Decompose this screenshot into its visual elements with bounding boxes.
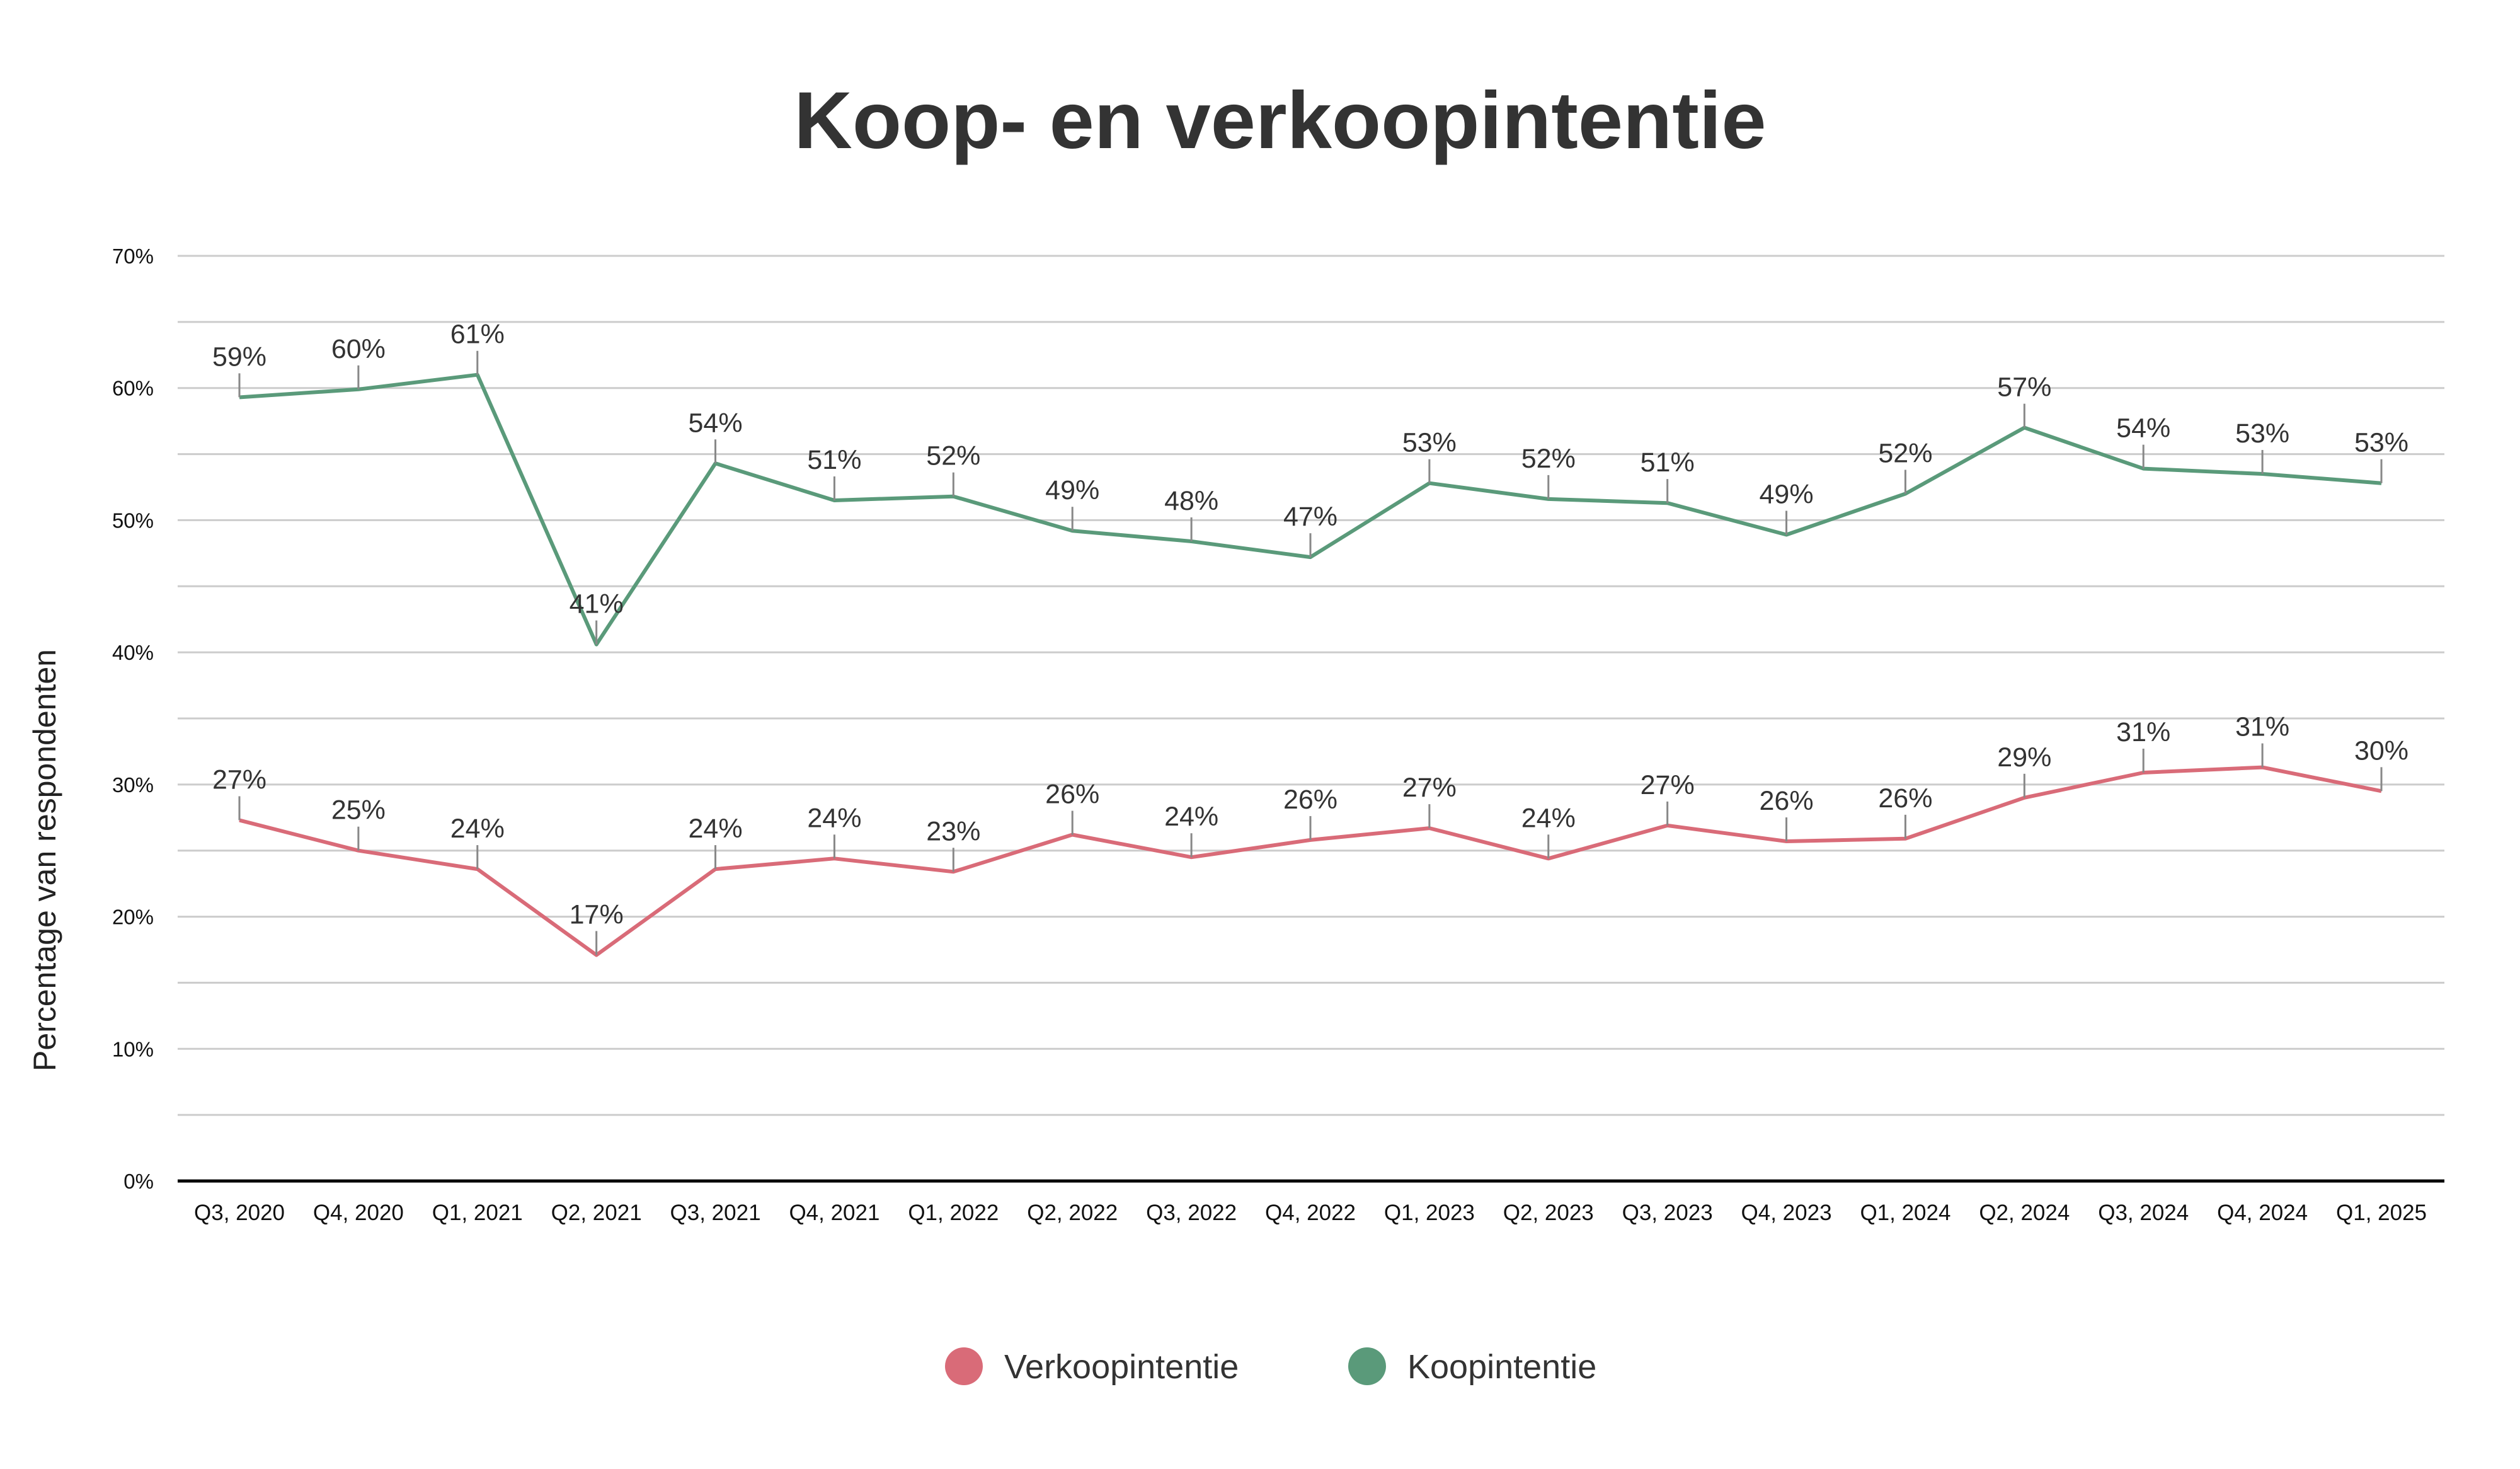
legend-swatch bbox=[945, 1347, 983, 1385]
data-label: 17% bbox=[570, 899, 624, 930]
x-tick-label: Q1, 2025 bbox=[2336, 1201, 2427, 1225]
series-layer: 27% 25% 24% 17% 24% 24% 23% 26% 24% 26% 27% 24% 27% 2… bbox=[212, 320, 2408, 957]
x-tick-label: Q1, 2022 bbox=[908, 1201, 999, 1225]
data-label: 49% bbox=[1045, 475, 1099, 505]
x-tick-label: Q3, 2023 bbox=[1622, 1201, 1713, 1225]
x-tick-label: Q4, 2024 bbox=[2217, 1201, 2308, 1225]
legend-swatch bbox=[1348, 1347, 1386, 1385]
x-tick-label: Q2, 2022 bbox=[1027, 1201, 1118, 1225]
data-label: 51% bbox=[1641, 447, 1695, 478]
y-tick-label: 20% bbox=[112, 906, 154, 929]
x-tick-label: Q2, 2024 bbox=[1979, 1201, 2070, 1225]
data-label: 26% bbox=[1283, 785, 1337, 815]
data-label: 24% bbox=[1521, 803, 1576, 833]
data-label: 48% bbox=[1164, 486, 1218, 516]
data-label: 24% bbox=[807, 803, 861, 833]
data-label: 31% bbox=[2116, 717, 2170, 747]
x-tick-label: Q3, 2021 bbox=[670, 1201, 761, 1225]
data-label: 31% bbox=[2235, 712, 2289, 742]
data-label: 27% bbox=[212, 764, 266, 795]
data-label: 52% bbox=[926, 441, 980, 471]
x-axis: Q3, 2020 Q4, 2020 Q1, 2021 Q2, 2021 Q3, 2021… bbox=[178, 1179, 2444, 1225]
x-tick-label: Q3, 2024 bbox=[2098, 1201, 2189, 1225]
y-tick-label: 50% bbox=[112, 509, 154, 532]
y-tick-label: 40% bbox=[112, 641, 154, 664]
data-label: 25% bbox=[331, 795, 386, 826]
series-verkoopintentie: 27% 25% 24% 17% 24% 24% 23% 26% 24% 26% 27% 24% 27% 2… bbox=[212, 712, 2408, 957]
data-label: 26% bbox=[1045, 780, 1099, 810]
series-koopintentie: 59% 60% 61% 41% 54% 51% 52% 49% 48% 47% 53% 52% 51% 4… bbox=[212, 320, 2408, 647]
data-label: 23% bbox=[926, 816, 980, 846]
x-tick-label: Q1, 2024 bbox=[1860, 1201, 1950, 1225]
legend-item: Koopintentie bbox=[1348, 1347, 1596, 1386]
x-tick-label: Q4, 2022 bbox=[1265, 1201, 1356, 1225]
data-label: 30% bbox=[2354, 735, 2408, 766]
legend: Verkoopintentie Koopintentie bbox=[945, 1347, 1596, 1386]
data-label: 54% bbox=[689, 408, 743, 438]
y-tick-label: 10% bbox=[112, 1037, 154, 1061]
data-label: 53% bbox=[2235, 418, 2289, 449]
data-label: 59% bbox=[212, 342, 266, 372]
data-label: 51% bbox=[807, 445, 861, 475]
y-tick-label: 60% bbox=[112, 377, 154, 400]
data-label: 24% bbox=[1164, 802, 1218, 832]
data-label: 60% bbox=[331, 334, 386, 364]
legend-label: Koopintentie bbox=[1407, 1348, 1596, 1386]
data-label: 26% bbox=[1760, 786, 1814, 816]
gridlines bbox=[178, 255, 2444, 1116]
y-tick-label: 30% bbox=[112, 773, 154, 797]
x-tick-label: Q2, 2023 bbox=[1503, 1201, 1594, 1225]
y-tick-label: 0% bbox=[123, 1170, 154, 1193]
y-tick-label: 70% bbox=[112, 245, 154, 268]
y-axis: 0% 10% 20% 30% 40% 50% 60% 70% bbox=[112, 245, 154, 1193]
data-label: 47% bbox=[1283, 502, 1337, 532]
data-label: 57% bbox=[1997, 372, 2051, 403]
legend-item: Verkoopintentie bbox=[945, 1347, 1239, 1386]
data-label: 53% bbox=[1402, 428, 1457, 458]
data-label: 24% bbox=[689, 814, 743, 844]
data-label: 29% bbox=[1997, 742, 2051, 773]
x-tick-label: Q4, 2021 bbox=[789, 1201, 879, 1225]
data-label: 54% bbox=[2116, 413, 2170, 444]
y-axis-label: Percentage van respondenten bbox=[27, 649, 62, 1071]
data-label: 49% bbox=[1760, 479, 1814, 509]
data-label: 52% bbox=[1521, 444, 1576, 474]
data-label: 24% bbox=[450, 814, 505, 844]
data-label: 26% bbox=[1878, 783, 1932, 814]
data-label: 27% bbox=[1641, 770, 1695, 800]
x-tick-label: Q1, 2023 bbox=[1384, 1201, 1475, 1225]
x-tick-label: Q2, 2021 bbox=[551, 1201, 642, 1225]
x-tick-label: Q4, 2023 bbox=[1741, 1201, 1832, 1225]
chart-title: Koop- en verkoopintentie bbox=[794, 76, 1766, 166]
data-label: 27% bbox=[1402, 773, 1457, 803]
x-tick-label: Q3, 2022 bbox=[1146, 1201, 1237, 1225]
x-tick-label: Q3, 2020 bbox=[194, 1201, 285, 1225]
x-tick-label: Q1, 2021 bbox=[432, 1201, 523, 1225]
data-label: 61% bbox=[450, 320, 505, 350]
data-label: 41% bbox=[570, 589, 624, 619]
data-label: 52% bbox=[1878, 438, 1932, 468]
x-tick-label: Q4, 2020 bbox=[313, 1201, 404, 1225]
data-label: 53% bbox=[2354, 428, 2408, 458]
legend-label: Verkoopintentie bbox=[1004, 1348, 1239, 1386]
